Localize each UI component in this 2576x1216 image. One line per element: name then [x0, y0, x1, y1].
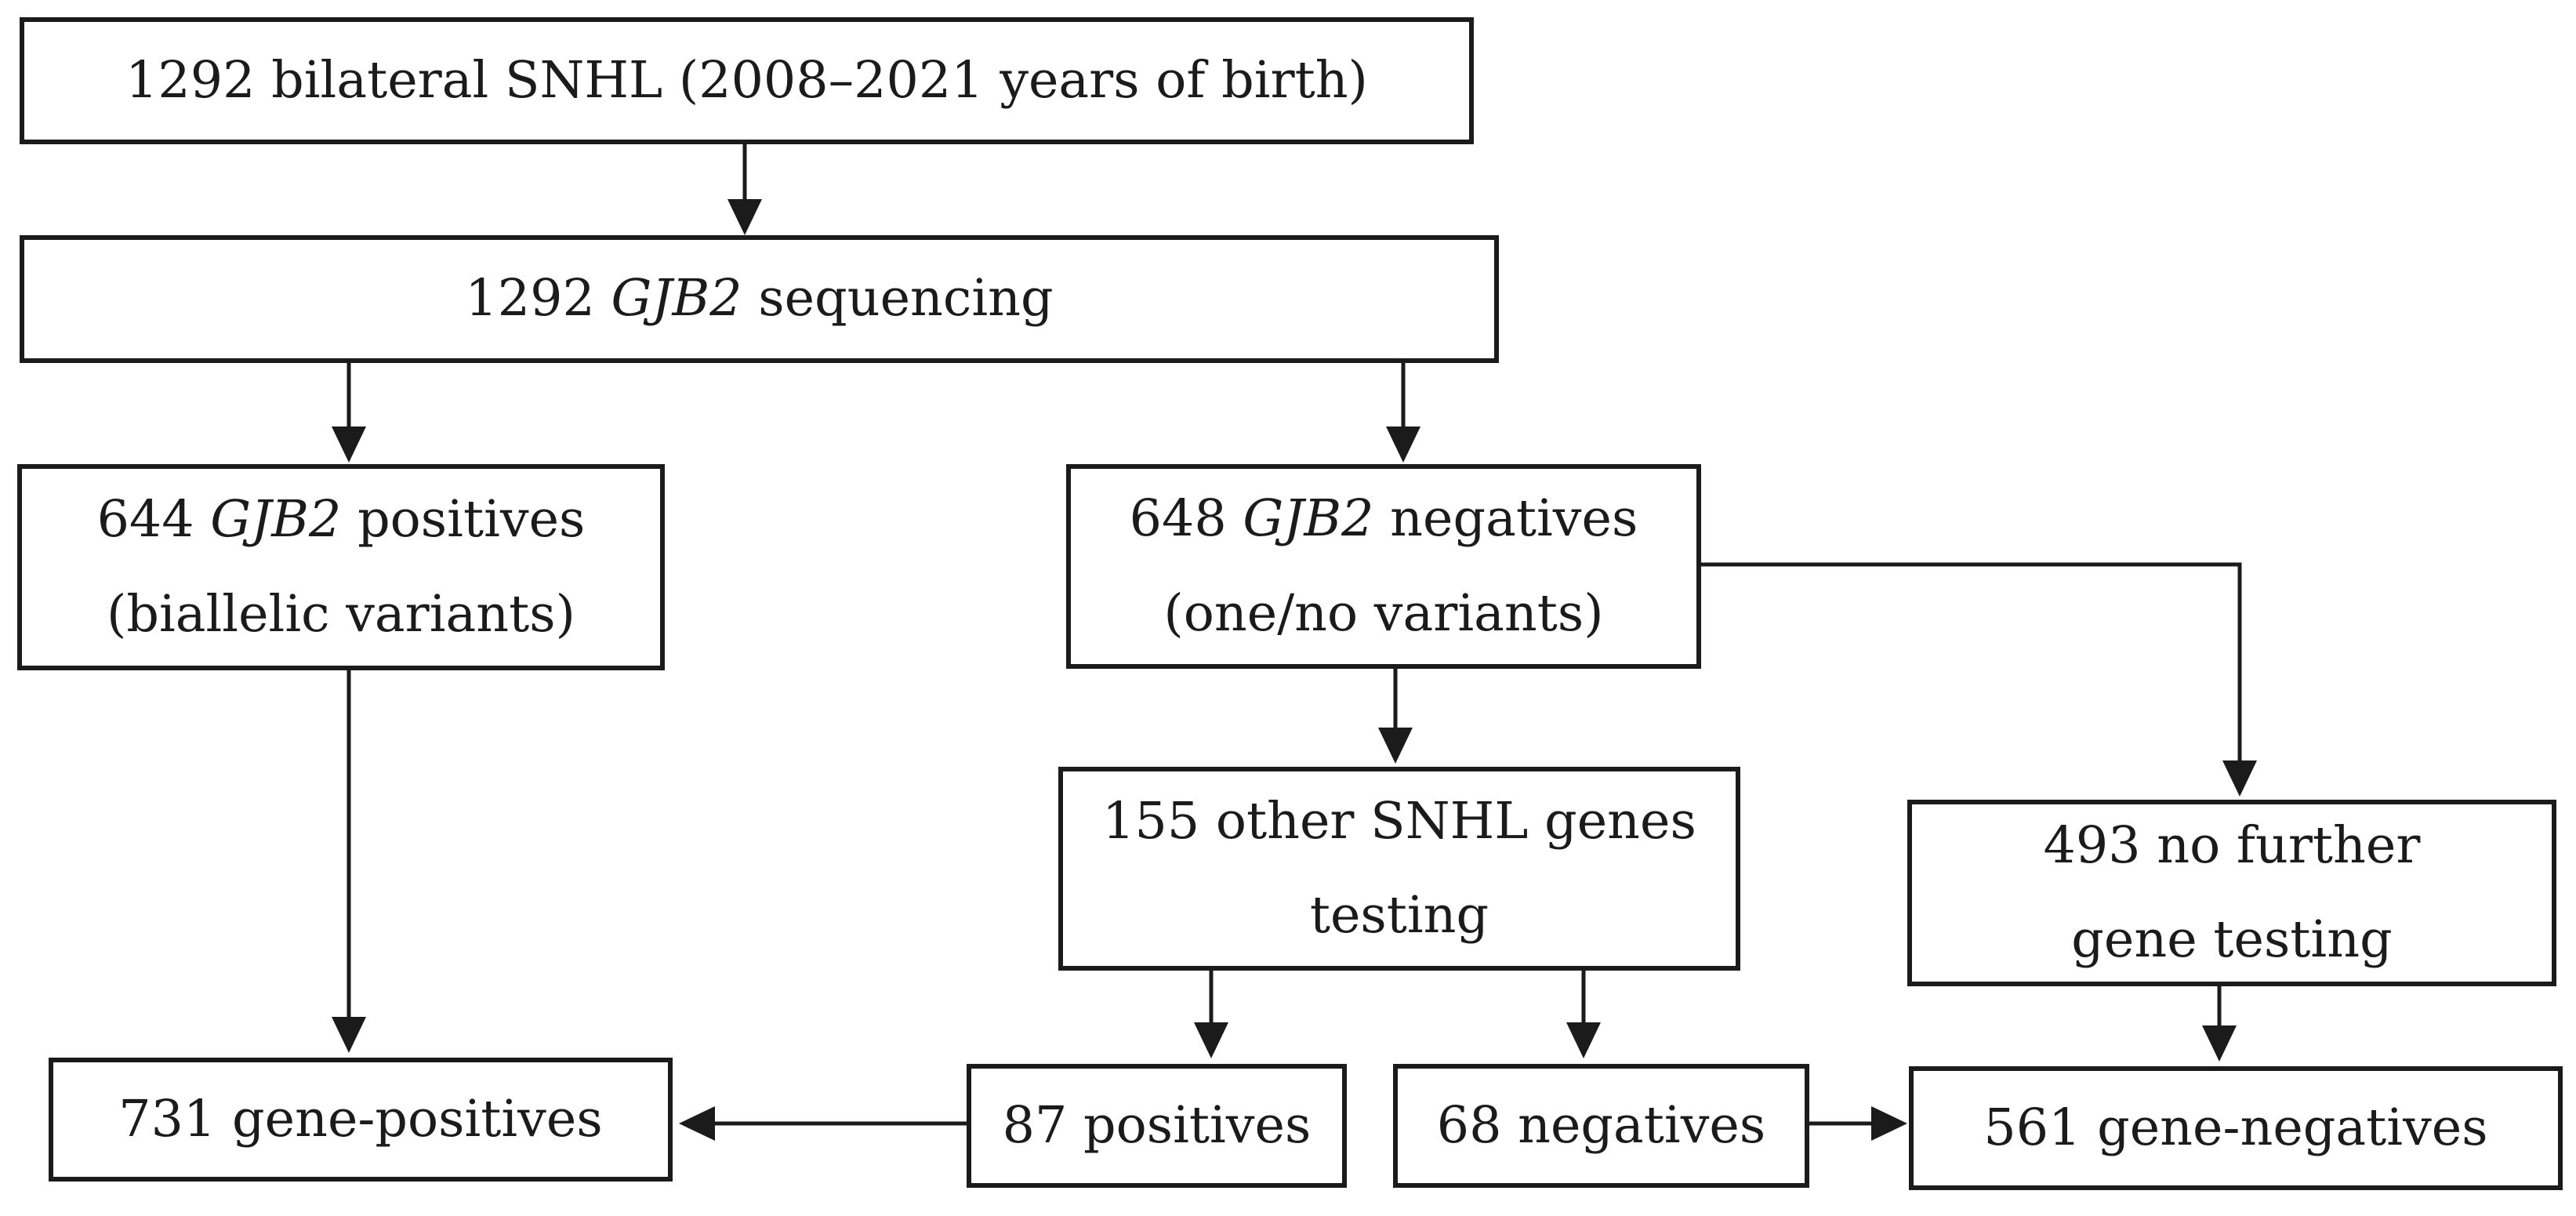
edge-no-further-to-gene-negatives — [2202, 986, 2237, 1062]
node-no-further-gene-testing: 493 no further gene testing — [1907, 800, 2556, 986]
edge-gjb2-negatives-to-other-genes — [1378, 669, 1413, 764]
label-suffix: positives — [341, 490, 586, 550]
edge-sequencing-to-gjb2-negatives — [1386, 363, 1420, 463]
node-label-line2: gene testing — [2071, 910, 2393, 969]
node-gene-positives: 731 gene-positives — [49, 1058, 673, 1182]
node-label: 1292 bilateral SNHL (2008–2021 years of … — [125, 50, 1368, 110]
edge-other-genes-to-positives — [1194, 971, 1228, 1058]
node-label-line1: 644 GJB2 positives — [97, 473, 586, 567]
node-negatives: 68 negatives — [1393, 1064, 1809, 1188]
node-label: 1292 GJB2 sequencing — [465, 252, 1053, 346]
label-prefix: 648 — [1129, 489, 1243, 549]
node-label: 561 gene-negatives — [1983, 1098, 2488, 1157]
label-prefix: 644 — [96, 490, 211, 550]
gene-symbol: GJB2 — [1243, 489, 1374, 549]
node-other-snhl-genes-testing: 155 other SNHL genes testing — [1058, 767, 1740, 971]
edge-positives-to-gene-positives — [679, 1106, 967, 1141]
label-suffix: sequencing — [742, 269, 1054, 329]
node-label-line2: (one/no variants) — [1163, 583, 1604, 643]
node-label-line2: testing — [1309, 886, 1489, 945]
node-label-line1: 493 no further — [2043, 815, 2421, 875]
node-gene-negatives: 561 gene-negatives — [1909, 1066, 2563, 1190]
edge-other-genes-to-negatives — [1566, 971, 1601, 1058]
node-bilateral-snhl: 1292 bilateral SNHL (2008–2021 years of … — [20, 17, 1474, 144]
node-label: 87 positives — [1002, 1095, 1312, 1155]
node-label-line2: (biallelic variants) — [107, 584, 575, 644]
node-label: 68 negatives — [1436, 1095, 1766, 1155]
gene-symbol: GJB2 — [611, 269, 742, 329]
node-positives: 87 positives — [967, 1064, 1347, 1188]
node-gjb2-negatives: 648 GJB2 negatives (one/no variants) — [1066, 464, 1701, 669]
edge-gjb2-positives-to-gene-positives — [332, 670, 366, 1053]
node-gjb2-sequencing: 1292 GJB2 sequencing — [20, 235, 1499, 363]
edge-negatives-to-gene-negatives — [1809, 1106, 1907, 1141]
node-label-line1: 648 GJB2 negatives — [1130, 472, 1638, 566]
gene-symbol: GJB2 — [210, 490, 342, 550]
edge-sequencing-to-gjb2-positives — [332, 363, 366, 463]
edge-gjb2-negatives-to-no-further — [1701, 562, 2257, 797]
node-label-line1: 155 other SNHL genes — [1102, 791, 1696, 851]
node-gjb2-positives: 644 GJB2 positives (biallelic variants) — [17, 464, 665, 670]
node-label: 731 gene-positives — [118, 1089, 603, 1149]
edge-bilateral-to-sequencing — [727, 144, 762, 235]
label-suffix: negatives — [1373, 489, 1638, 549]
label-prefix: 1292 — [465, 269, 611, 329]
